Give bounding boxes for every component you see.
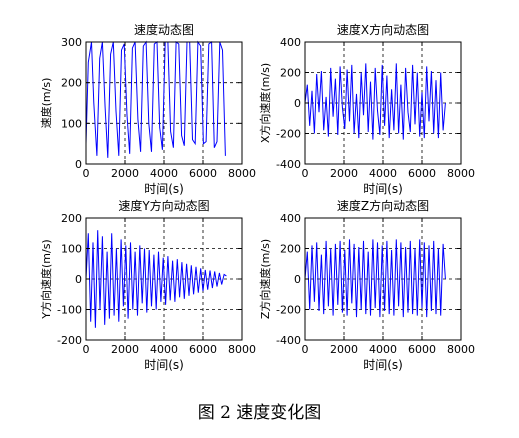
- y-axis-label: Z方向速度(m/s): [258, 239, 272, 319]
- x-tick-label: 6000: [408, 343, 436, 356]
- series-line-1: [304, 63, 446, 140]
- x-axis-label: 时间(s): [363, 358, 403, 372]
- x-axis-label: 时间(s): [363, 182, 403, 196]
- chart-title: 速度Z方向动态图: [337, 198, 429, 213]
- subplot-3: 0 2000 4000 6000 8000 -200 -100 0 100 200 速度Y方向动态图…: [39, 198, 256, 372]
- x-tick-label: 0: [83, 343, 90, 356]
- y-tick-label: 100: [61, 243, 82, 256]
- y-axis-label: X方向速度(m/s): [258, 63, 272, 143]
- y-axis-label: Y方向速度(m/s): [39, 239, 53, 319]
- y-tick-label: 200: [280, 243, 301, 256]
- y-tick-label: -400: [276, 334, 301, 347]
- x-axis-label: 时间(s): [144, 358, 184, 372]
- y-tick-label: -200: [57, 334, 82, 347]
- y-tick-label: -200: [276, 128, 301, 141]
- y-tick-label: 0: [75, 273, 82, 286]
- chart-title: 速度Y方向动态图: [118, 198, 209, 213]
- x-tick-label: 0: [83, 167, 90, 180]
- y-tick-label: 0: [294, 97, 301, 110]
- x-tick-label: 6000: [189, 167, 217, 180]
- x-tick-label: 0: [302, 167, 309, 180]
- x-tick-label: 6000: [189, 343, 217, 356]
- x-tick-label: 6000: [408, 167, 436, 180]
- x-tick-label: 4000: [150, 343, 178, 356]
- x-tick-label: 8000: [228, 167, 256, 180]
- series-line-1: [85, 230, 227, 328]
- y-tick-label: -100: [57, 304, 82, 317]
- chart-title: 速度X方向动态图: [337, 22, 429, 37]
- x-axis-label: 时间(s): [144, 182, 184, 196]
- x-tick-label: 8000: [228, 343, 256, 356]
- y-tick-label: 0: [75, 158, 82, 171]
- x-tick-label: 2000: [111, 167, 139, 180]
- subplot-4: 0 2000 4000 6000 8000 -400 -200 0 200 400 速度Z方向动态图…: [258, 198, 475, 372]
- chart-title: 速度动态图: [134, 22, 194, 37]
- x-tick-label: 2000: [330, 343, 358, 356]
- y-tick-label: 200: [280, 67, 301, 80]
- y-tick-label: -400: [276, 158, 301, 171]
- y-tick-label: 300: [61, 36, 82, 49]
- y-tick-label: 100: [61, 117, 82, 130]
- y-tick-label: 200: [61, 77, 82, 90]
- y-tick-label: 400: [280, 212, 301, 225]
- x-tick-label: 4000: [369, 167, 397, 180]
- y-axis-label: 速度(m/s): [39, 78, 53, 129]
- y-tick-label: 200: [61, 212, 82, 225]
- y-tick-label: -200: [276, 304, 301, 317]
- x-tick-label: 8000: [447, 167, 475, 180]
- x-tick-label: 4000: [369, 343, 397, 356]
- y-tick-label: 0: [294, 273, 301, 286]
- series-line-1: [85, 40, 226, 158]
- x-tick-label: 8000: [447, 343, 475, 356]
- figure-caption: 图 2 速度变化图: [197, 403, 322, 423]
- y-tick-label: 400: [280, 36, 301, 49]
- series-line-1: [304, 239, 446, 318]
- x-tick-label: 2000: [111, 343, 139, 356]
- x-tick-label: 4000: [150, 167, 178, 180]
- x-tick-label: 2000: [330, 167, 358, 180]
- subplot-grid: 0 2000 4000 6000 80000100200300速度动态图时间(s)速度(…: [39, 22, 475, 372]
- x-tick-label: 0: [302, 343, 309, 356]
- subplot-2: 0 2000 4000 6000 8000 -400 -200 0 200 400 速度X方向动态图…: [258, 22, 475, 196]
